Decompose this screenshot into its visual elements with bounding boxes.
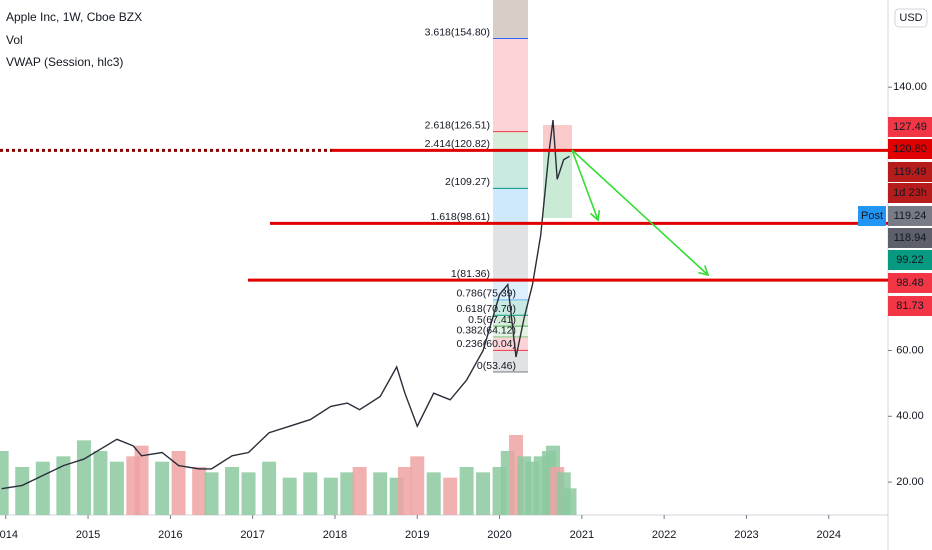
volume-bar xyxy=(476,472,491,515)
projection-box xyxy=(543,150,572,218)
price-label-box xyxy=(888,273,932,293)
volume-bar xyxy=(323,477,338,515)
currency-box[interactable] xyxy=(894,8,928,28)
fib-band xyxy=(493,326,528,337)
x-tick-label: 2017 xyxy=(240,529,264,541)
fib-band xyxy=(493,350,528,372)
projection-box xyxy=(543,125,572,150)
volume-bar xyxy=(0,451,9,515)
arrow-head xyxy=(589,209,601,222)
fib-label: 0.786(75.39) xyxy=(456,288,516,300)
price-label-box xyxy=(888,117,932,137)
fib-band xyxy=(493,38,528,132)
volume-bar xyxy=(282,477,297,515)
fib-top-band xyxy=(493,0,528,39)
volume-bar xyxy=(134,445,149,515)
price-label-box xyxy=(888,206,932,226)
price-label: 118.94 xyxy=(894,232,927,244)
price-label-box xyxy=(888,250,932,270)
indicator-label: VWAP (Session, hlc3) xyxy=(6,55,123,69)
y-tick-label: 40.00 xyxy=(896,410,924,422)
volume-bar xyxy=(241,472,256,515)
fib-label: 1(81.36) xyxy=(451,268,490,280)
volume-bar xyxy=(109,461,124,515)
fib-label: 0.382(64.12) xyxy=(456,325,516,337)
volume-bar xyxy=(352,467,367,515)
volume-bar xyxy=(562,488,577,515)
x-tick-label: 2015 xyxy=(76,529,100,541)
fib-band xyxy=(493,223,528,281)
volume-bar xyxy=(171,451,186,515)
fib-label: 0(53.46) xyxy=(477,360,516,372)
price-label: 81.73 xyxy=(896,300,924,312)
price-label-box xyxy=(888,183,932,203)
price-label: 98.48 xyxy=(896,277,924,289)
x-tick-label: 2018 xyxy=(323,529,347,541)
volume-bar xyxy=(15,467,30,515)
volume-bar xyxy=(204,472,219,515)
x-tick-label: 2021 xyxy=(570,529,594,541)
x-tick-label: 2016 xyxy=(158,529,182,541)
price-label-box xyxy=(888,139,932,159)
price-label: 1d 23h xyxy=(893,187,927,199)
volume-bar xyxy=(303,472,318,515)
post-tag-box xyxy=(858,206,886,226)
volume-bar xyxy=(459,467,474,515)
post-tag: Post xyxy=(861,210,883,222)
volume-bar xyxy=(192,467,207,515)
volume-bar xyxy=(397,467,412,515)
volume-bar xyxy=(410,456,425,515)
volume-bar xyxy=(340,472,355,515)
price-label: 99.22 xyxy=(896,254,924,266)
volume-bar xyxy=(35,461,50,515)
y-tick-label: 60.00 xyxy=(896,344,924,356)
indicator-label: Vol xyxy=(6,33,23,47)
volume-bar xyxy=(443,477,458,515)
fib-label: 1.618(98.61) xyxy=(430,211,490,223)
projection-arrow xyxy=(571,149,599,221)
fib-band xyxy=(493,315,528,327)
price-label: 119.24 xyxy=(894,210,927,222)
price-label-box xyxy=(888,228,932,248)
volume-bar xyxy=(56,456,71,515)
chart-title: Apple Inc, 1W, Cboe BZX xyxy=(6,10,142,24)
x-tick-label: 2019 xyxy=(405,529,429,541)
volume-bar xyxy=(426,472,441,515)
fib-band xyxy=(493,188,528,224)
fib-label: 2.414(120.82) xyxy=(425,138,490,150)
plot-area: 3.618(154.80) 2.618(126.51) 2.414(120.82) 2… xyxy=(0,0,888,515)
fib-label: 2.618(126.51) xyxy=(425,119,490,131)
volume-bar xyxy=(93,451,108,515)
currency-label[interactable]: USD xyxy=(899,12,922,24)
y-tick-label: 20.00 xyxy=(896,476,924,488)
volume-bar xyxy=(225,467,240,515)
volume-bar xyxy=(76,440,91,515)
x-tick-label: 2014 xyxy=(0,529,18,541)
price-line xyxy=(1,120,570,490)
price-label: 127.49 xyxy=(893,121,927,133)
volume-bar xyxy=(373,472,388,515)
y-tick-label: 140.00 xyxy=(893,81,927,93)
fib-band xyxy=(493,150,528,189)
fib-label: 3.618(154.80) xyxy=(425,26,490,38)
x-tick-label: 2022 xyxy=(652,529,676,541)
fib-band xyxy=(493,131,528,151)
fib-band xyxy=(493,280,528,300)
price-label-box xyxy=(888,296,932,316)
x-tick-label: 2020 xyxy=(487,529,511,541)
volume-bar xyxy=(262,461,277,515)
price-label-box xyxy=(888,162,932,182)
volume-bar xyxy=(155,461,170,515)
x-tick-label: 2023 xyxy=(734,529,758,541)
fib-label: 2(109.27) xyxy=(445,176,490,188)
x-tick-label: 2024 xyxy=(817,529,841,541)
arrow-head xyxy=(698,265,710,277)
fib-label: 0.618(70.70) xyxy=(456,303,516,315)
price-label: 119.49 xyxy=(894,166,927,178)
projection-arrow xyxy=(571,149,709,276)
fib-label: 0.236(60.04) xyxy=(456,338,516,350)
price-label: 120.80 xyxy=(893,143,927,155)
